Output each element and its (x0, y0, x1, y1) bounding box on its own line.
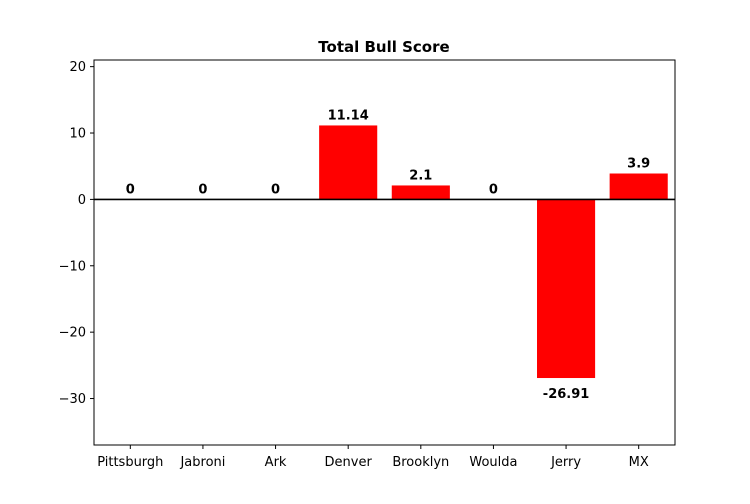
y-tick-label: 20 (69, 60, 86, 75)
bar-denver (319, 125, 378, 200)
plot-frame (93, 59, 676, 446)
data-label: 3.9 (627, 157, 650, 172)
plot-area: −30 −20 −10 0 10 20 Pittsburgh Jabroni Ark Denver… (59, 59, 676, 470)
bar-jerry (537, 199, 596, 379)
data-label: 11.14 (328, 108, 369, 123)
x-tick-label: Brooklyn (392, 455, 449, 470)
data-label: 0 (489, 182, 498, 197)
data-label: 0 (198, 182, 207, 197)
x-tick-label: Ark (265, 455, 287, 470)
x-tick-label: Jerry (550, 455, 581, 470)
x-tick-label: Woulda (469, 455, 517, 470)
x-tick-label: Pittsburgh (97, 455, 163, 470)
bar-mx (609, 173, 668, 200)
y-tick-label: −20 (59, 326, 86, 341)
y-tick-label: −30 (59, 392, 86, 407)
x-tick-label: Jabroni (179, 455, 225, 470)
chart-title: Total Bull Score (318, 38, 449, 56)
data-label: -26.91 (543, 387, 590, 402)
data-label: 2.1 (409, 168, 432, 183)
y-tick-label: −10 (59, 259, 86, 274)
y-tick-label: 10 (69, 127, 86, 142)
data-label: 0 (271, 182, 280, 197)
y-tick-label: 0 (78, 193, 86, 208)
x-tick-label: MX (629, 455, 649, 470)
data-label: 0 (126, 182, 135, 197)
bar-brooklyn (391, 185, 450, 200)
x-tick-label: Denver (325, 455, 373, 470)
